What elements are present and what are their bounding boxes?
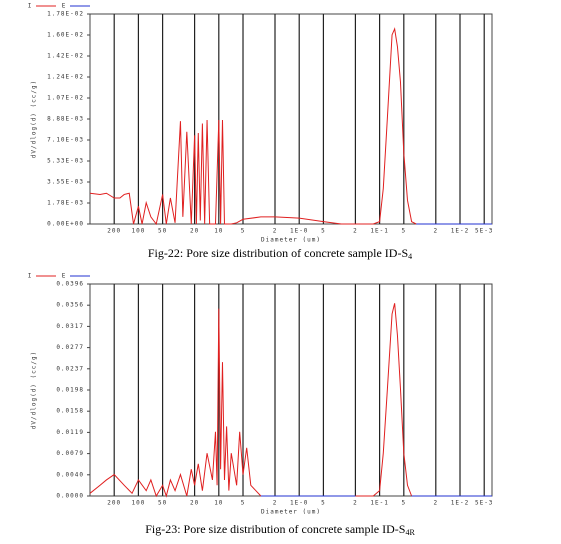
y-tick-label: 0.0119 <box>56 429 84 436</box>
x-tick-label: 20 <box>190 228 199 235</box>
y-tick-label: 0.0000 <box>56 493 84 500</box>
y-tick-label: 1.78E-03 <box>47 200 84 207</box>
x-tick-label: 10 <box>214 228 223 235</box>
caption: Fig-22: Pore size distribution of concre… <box>148 246 412 261</box>
y-tick-label: 5.33E-03 <box>47 158 84 165</box>
legend-label: I <box>28 273 33 280</box>
x-tick-label: 1E-2 <box>451 228 469 235</box>
caption: Fig-23: Pore size distribution of concre… <box>145 522 415 537</box>
x-tick-label: 5 <box>321 500 326 507</box>
x-tick-label: 5E-3 <box>475 228 493 235</box>
y-tick-label: 1.60E-02 <box>47 32 84 39</box>
y-tick-label: 1.78E-02 <box>47 11 84 18</box>
caption-text: Fig-22: Pore size distribution of concre… <box>148 246 408 260</box>
x-tick-label: 1E-2 <box>451 500 469 507</box>
x-tick-label: 50 <box>158 228 167 235</box>
x-tick-label: 5E-3 <box>475 500 493 507</box>
y-tick-label: 0.0237 <box>56 365 84 372</box>
x-tick-label: 200 <box>107 500 121 507</box>
legend-label: I <box>28 3 33 10</box>
y-tick-label: 0.0356 <box>56 302 84 309</box>
x-tick-label: 2 <box>433 500 438 507</box>
x-tick-label: 5 <box>241 228 246 235</box>
y-tick-label: 0.0277 <box>56 344 84 351</box>
y-tick-label: 3.55E-03 <box>47 179 84 186</box>
x-tick-label: 20 <box>190 500 199 507</box>
y-axis-label: dV/dlog(d) (cc/g) <box>31 351 38 429</box>
x-tick-label: 1E-0 <box>290 228 308 235</box>
x-tick-label: 100 <box>131 500 145 507</box>
plot-frame <box>89 283 493 497</box>
y-tick-label: 0.0040 <box>56 471 84 478</box>
y-tick-label: 0.0158 <box>56 408 84 415</box>
x-axis-label: Diameter (um) <box>261 237 321 244</box>
x-tick-label: 5 <box>321 228 326 235</box>
x-tick-label: 5 <box>401 228 406 235</box>
caption-text: Fig-23: Pore size distribution of concre… <box>145 522 405 536</box>
x-tick-label: 2 <box>353 228 358 235</box>
x-tick-label: 100 <box>131 228 145 235</box>
x-tick-label: 1E-1 <box>370 500 388 507</box>
x-tick-label: 200 <box>107 228 121 235</box>
series-line <box>89 27 417 226</box>
x-tick-label: 2 <box>433 228 438 235</box>
y-axis-label: dV/dlog(d) (cc/g) <box>31 80 38 158</box>
x-tick-label: 2 <box>353 500 358 507</box>
x-tick-label: 10 <box>214 500 223 507</box>
y-tick-label: 0.0079 <box>56 450 84 457</box>
x-tick-label: 2 <box>273 228 278 235</box>
y-tick-label: 0.0198 <box>56 387 84 394</box>
y-tick-label: 8.88E-03 <box>47 116 84 123</box>
y-tick-label: 1.24E-02 <box>47 74 84 81</box>
caption-subscript: 4R <box>405 528 415 537</box>
y-tick-label: 0.0317 <box>56 323 84 330</box>
y-tick-label: 0.00E+00 <box>47 221 84 228</box>
y-tick-label: 1.07E-02 <box>47 95 84 102</box>
x-tick-label: 2 <box>273 500 278 507</box>
x-tick-label: 5 <box>401 500 406 507</box>
y-tick-label: 0.0396 <box>56 281 84 288</box>
series-line <box>89 303 413 498</box>
legend-label: E <box>62 273 67 280</box>
y-tick-label: 7.10E-03 <box>47 137 84 144</box>
x-tick-label: 1E-1 <box>370 228 388 235</box>
caption-subscript: 4 <box>408 252 412 261</box>
x-tick-label: 50 <box>158 500 167 507</box>
y-tick-label: 1.42E-02 <box>47 53 84 60</box>
plot-frame <box>89 13 493 225</box>
legend-label: E <box>62 3 67 10</box>
x-tick-label: 5 <box>241 500 246 507</box>
x-tick-label: 1E-0 <box>290 500 308 507</box>
x-axis-label: Diameter (um) <box>261 509 321 516</box>
